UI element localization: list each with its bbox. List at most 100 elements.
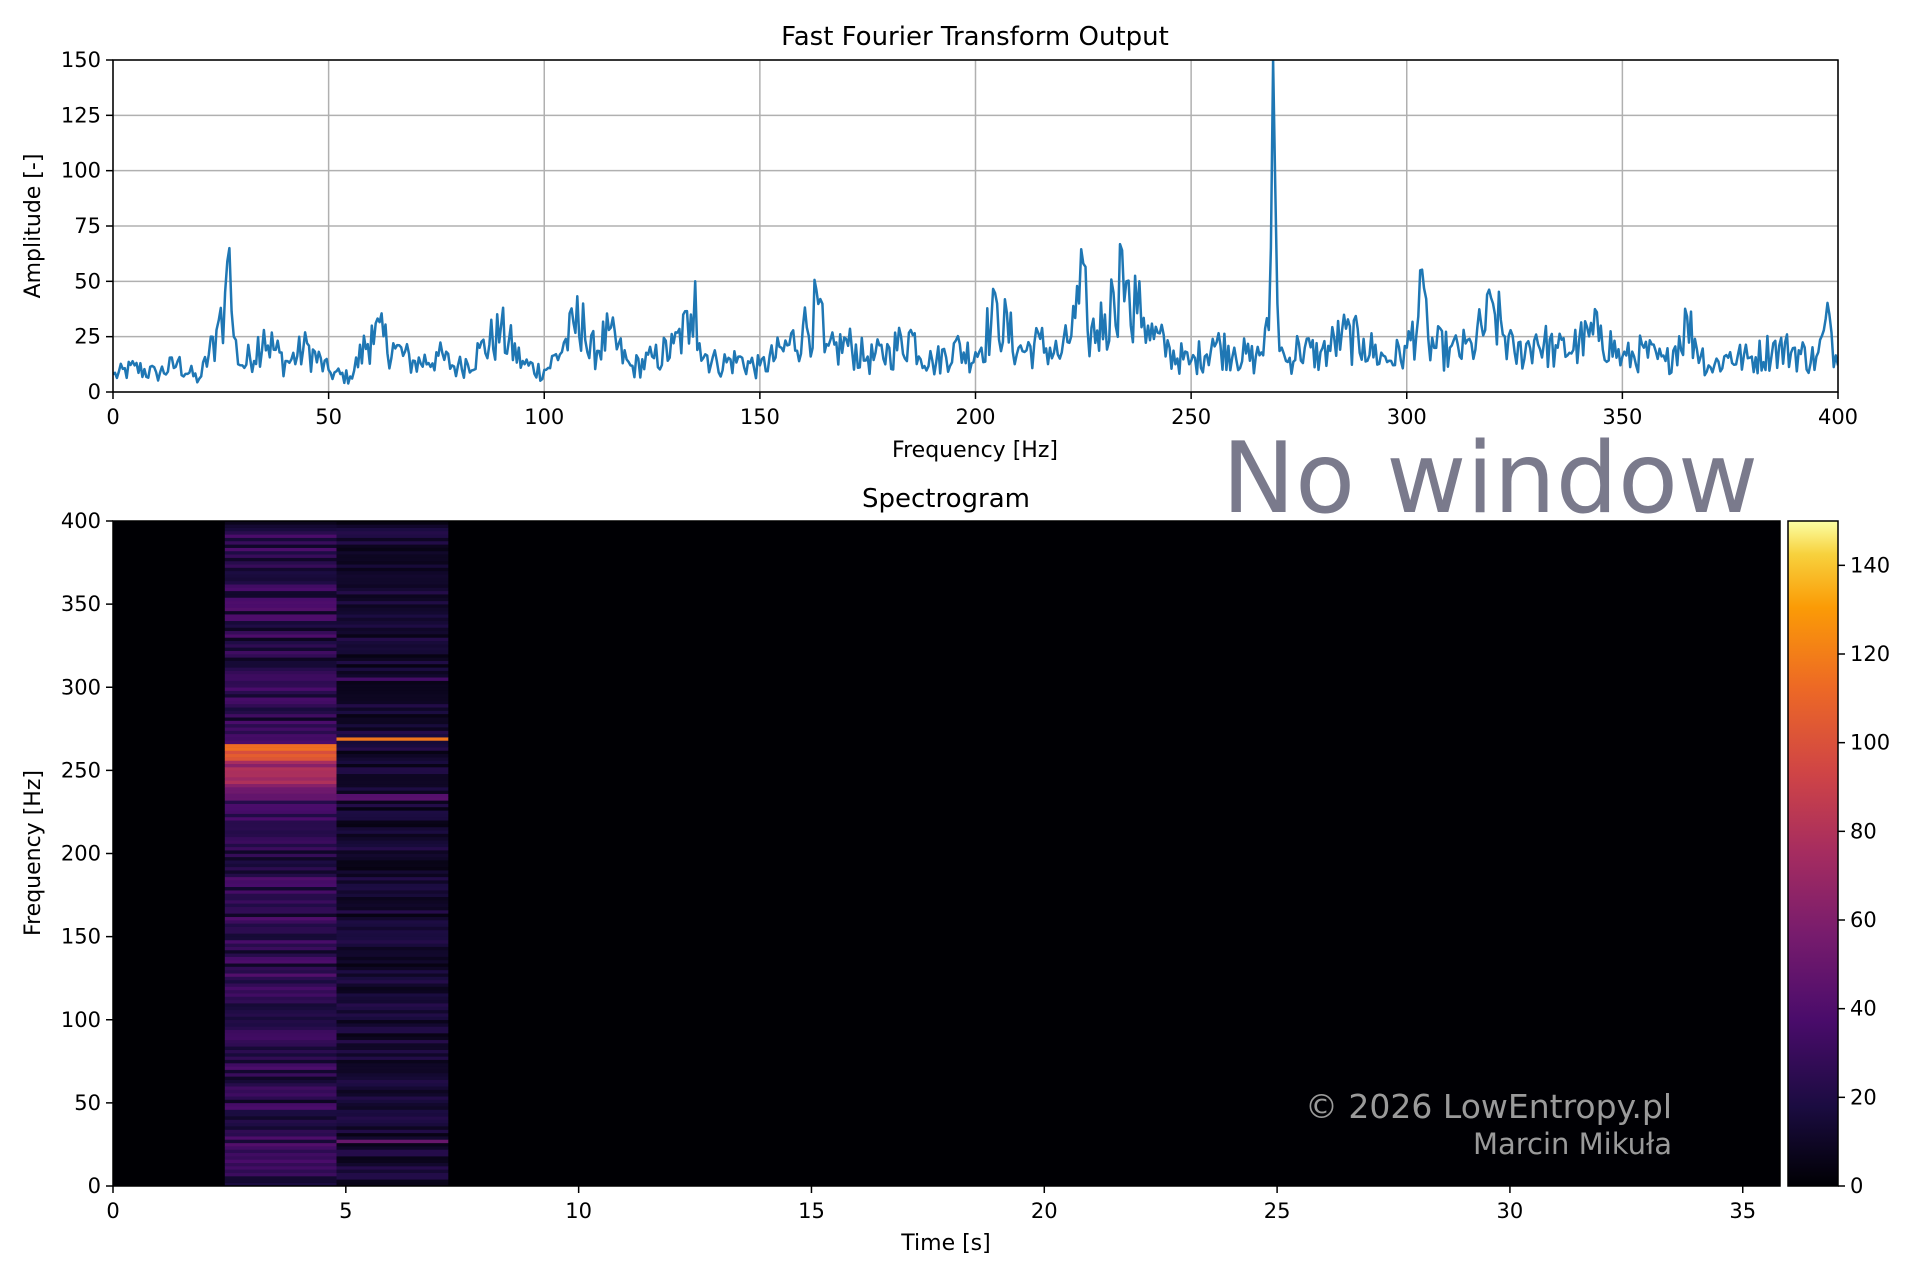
spectrogram-cell — [336, 1152, 449, 1157]
spectrogram-cell — [336, 920, 449, 924]
spectrogram-cell — [224, 1109, 337, 1114]
spectrogram-cell — [336, 793, 449, 798]
spectrogram-cell — [224, 1009, 337, 1014]
spectrogram-cell — [224, 680, 337, 685]
spectrogram-cell — [336, 1053, 449, 1057]
spectrogram-cell — [224, 743, 337, 748]
spectrogram-cell — [224, 1159, 337, 1164]
fft-plot-area — [113, 60, 1838, 385]
overlay-label: No window — [1222, 422, 1758, 536]
spectrogram-cell — [224, 1112, 337, 1117]
spectrogram-cell — [224, 740, 337, 745]
spectrogram-cell — [224, 717, 337, 721]
spectrogram-cell — [224, 733, 337, 738]
spectrogram-cell — [224, 1056, 337, 1060]
spectrogram-x-tick-label: 30 — [1497, 1199, 1524, 1223]
spectrogram-cell — [224, 1166, 337, 1170]
spectrogram-cell — [224, 936, 337, 941]
spectrogram-cell — [336, 1159, 449, 1164]
spectrogram-cell — [224, 544, 337, 548]
spectrogram-cell — [224, 773, 337, 778]
spectrogram-cell — [224, 1069, 337, 1074]
spectrogram-cell — [336, 524, 449, 528]
spectrogram-cell — [224, 986, 337, 991]
spectrogram-cell — [224, 753, 337, 758]
spectrogram-cell — [224, 647, 337, 651]
fft-y-tick-label: 100 — [61, 159, 101, 183]
spectrogram-cell — [224, 1082, 337, 1087]
spectrogram-cell — [336, 800, 449, 804]
spectrogram-x-tick-label: 20 — [1031, 1199, 1058, 1223]
spectrogram-cell — [336, 610, 449, 615]
spectrogram-cell — [336, 620, 449, 625]
fft-x-tick-label: 250 — [1171, 405, 1211, 429]
spectrogram-cell — [336, 910, 449, 914]
fft-x-tick-label: 100 — [524, 405, 564, 429]
spectrogram-cell — [336, 1063, 449, 1067]
spectrogram-cell — [336, 644, 449, 648]
spectrogram-cell — [224, 1139, 337, 1144]
watermark-line-2: Marcin Mikuła — [1473, 1127, 1672, 1161]
spectrogram-cell — [224, 667, 337, 671]
spectrogram-cell — [224, 567, 337, 572]
spectrogram-cell — [224, 1019, 337, 1024]
spectrogram-cell — [224, 860, 337, 864]
spectrogram-x-ticks: 0 5 10 15 20 25 30 35 — [106, 1186, 1756, 1223]
spectrogram-cell — [224, 1162, 337, 1167]
spectrogram-cell — [224, 620, 337, 625]
spectrogram-cell — [336, 770, 449, 775]
spectrogram-x-tick-label: 35 — [1729, 1199, 1756, 1223]
spectrogram-cell — [224, 930, 337, 934]
spectrogram-cell — [336, 763, 449, 768]
colorbar-tick-label: 80 — [1850, 819, 1877, 843]
spectrogram-cell — [336, 836, 449, 841]
spectrogram-cell — [336, 903, 449, 908]
spectrogram-cell — [224, 1039, 337, 1044]
spectrogram-cell — [224, 916, 337, 921]
spectrogram-cell — [336, 577, 449, 582]
spectrogram-cell — [336, 913, 449, 918]
spectrogram-x-axis-label: Time [s] — [900, 1231, 990, 1256]
spectrogram-cell — [224, 777, 337, 781]
spectrogram-cell — [336, 893, 449, 898]
spectrogram-cell — [336, 810, 449, 814]
spectrogram-cell — [336, 843, 449, 848]
colorbar-tick-label: 60 — [1850, 908, 1877, 932]
spectrogram-y-tick-label: 350 — [61, 592, 101, 616]
spectrogram-cell — [224, 687, 337, 691]
spectrogram-title: Spectrogram — [862, 484, 1030, 514]
spectrogram-cell — [336, 1139, 449, 1144]
spectrogram-cell — [224, 1106, 337, 1110]
spectrogram-y-tick-label: 0 — [88, 1174, 101, 1198]
spectrogram-cell — [336, 1086, 449, 1090]
spectrogram-cell — [224, 570, 337, 575]
spectrogram-cell — [224, 807, 337, 811]
spectrogram-cell — [224, 856, 337, 861]
spectrogram-cell — [336, 1023, 449, 1027]
spectrogram-cell — [224, 803, 337, 808]
spectrogram-cell — [224, 1119, 337, 1124]
spectrogram-cell — [224, 1169, 337, 1174]
spectrogram-cell — [224, 959, 337, 964]
spectrogram-cell — [336, 521, 449, 525]
spectrogram-cell — [336, 580, 449, 585]
spectrogram-cell — [224, 1149, 337, 1154]
spectrogram-y-tick-label: 300 — [61, 675, 101, 699]
spectrogram-cell — [224, 554, 337, 558]
spectrogram-cell — [224, 524, 337, 528]
spectrogram-cell — [336, 916, 449, 921]
spectrogram-cell — [336, 697, 449, 701]
spectrogram-cell — [224, 820, 337, 824]
spectrogram-cell — [224, 933, 337, 937]
spectrogram-cell — [336, 570, 449, 575]
spectrogram-cell — [336, 677, 449, 681]
spectrogram-cell — [336, 833, 449, 838]
spectrogram-chart: Spectrogram 0 5 10 15 20 25 30 35 0 50 100 150 200 2… — [21, 484, 1781, 1256]
spectrogram-cell — [336, 1119, 449, 1124]
spectrogram-cell — [224, 883, 337, 888]
spectrogram-cell — [224, 853, 337, 858]
spectrogram-cell — [224, 790, 337, 794]
spectrogram-cell — [224, 1172, 337, 1177]
spectrogram-cell — [224, 873, 337, 878]
fft-x-axis-label: Frequency [Hz] — [892, 438, 1058, 463]
